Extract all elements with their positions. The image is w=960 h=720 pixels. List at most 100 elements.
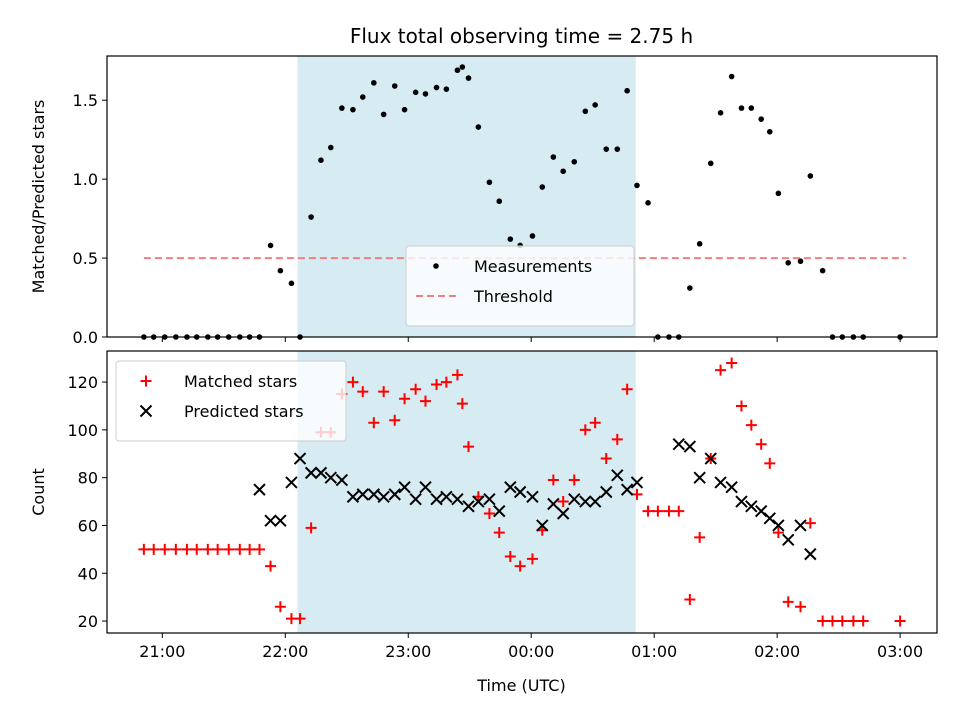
data-point: [181, 543, 193, 555]
y-tick-label: 120: [67, 373, 98, 392]
data-point: [755, 438, 767, 450]
data-point: [645, 200, 651, 206]
data-point: [409, 492, 422, 506]
ratio-panel-legend: Measurements Threshold: [405, 245, 635, 327]
data-point: [568, 492, 581, 506]
data-point: [547, 474, 559, 486]
data-point: [745, 419, 757, 431]
data-point: [557, 496, 569, 508]
data-point: [738, 105, 745, 111]
data-point: [556, 507, 570, 520]
data-point: [347, 376, 359, 388]
data-point: [401, 106, 408, 113]
data-point: [826, 615, 838, 627]
data-point: [696, 241, 703, 247]
data-point: [367, 488, 381, 501]
data-point: [430, 492, 443, 506]
data-point: [304, 466, 318, 480]
data-point: [514, 560, 526, 572]
data-point: [507, 236, 514, 242]
data-point: [465, 75, 472, 81]
data-point: [634, 182, 640, 189]
y-tick-label: 0.5: [73, 249, 98, 268]
x-tick-label: 23:00: [385, 642, 431, 661]
data-point: [766, 128, 773, 135]
count-panel-span: [297, 351, 636, 633]
data-point: [398, 481, 411, 494]
data-point: [614, 146, 621, 152]
data-point: [159, 543, 171, 555]
data-point: [707, 160, 714, 167]
legend-label: Threshold: [473, 287, 553, 306]
data-point: [592, 102, 598, 108]
legend-box: [405, 245, 635, 327]
data-point: [493, 527, 505, 539]
data-point: [857, 615, 869, 627]
data-point: [451, 369, 463, 381]
data-point: [782, 533, 795, 547]
data-point: [539, 184, 546, 190]
data-point: [253, 483, 266, 496]
data-point: [493, 504, 506, 518]
data-point: [483, 492, 496, 506]
data-point: [377, 490, 390, 503]
ratio-panel-frame: [106, 55, 938, 338]
y-tick-label: 40: [78, 564, 98, 583]
y-tick-label: 20: [78, 612, 98, 631]
count-panel-legend: Matched stars Predicted stars: [115, 360, 347, 442]
data-point: [728, 73, 735, 80]
data-point: [754, 504, 768, 518]
data-point: [560, 168, 566, 175]
data-point: [265, 560, 277, 572]
data-point: [836, 615, 848, 627]
ratio-panel-ylabel: Matched/Predicted stars: [29, 100, 48, 294]
data-point: [138, 543, 150, 555]
y-tick-label: 0.0: [73, 328, 98, 347]
data-point: [504, 551, 516, 563]
data-point: [536, 519, 549, 532]
data-point: [795, 601, 807, 613]
data-point: [894, 615, 906, 627]
x-tick-label: 03:00: [877, 642, 923, 661]
data-point: [600, 485, 613, 499]
data-point: [267, 242, 274, 249]
data-point: [704, 452, 717, 465]
data-point: [735, 495, 748, 508]
y-tick-label: 80: [78, 469, 98, 488]
data-point: [472, 495, 485, 508]
data-point: [735, 400, 747, 412]
data-point: [410, 383, 422, 395]
data-point: [714, 476, 727, 489]
count-panel-ylabel: Count: [29, 468, 48, 516]
data-point: [772, 527, 784, 539]
data-point: [782, 596, 794, 608]
data-point: [399, 393, 411, 405]
data-point: [763, 512, 776, 525]
data-point: [726, 357, 738, 369]
count-panel: 21:00 22:00 23:00 00:00 01:00 02:00 03:00 20 40 6…: [29, 350, 938, 661]
data-point: [624, 87, 630, 94]
data-point: [603, 146, 610, 152]
chart-title: Flux total observing time = 2.75 h: [350, 24, 693, 48]
y-tick-label: 60: [78, 516, 98, 535]
data-point: [819, 267, 826, 274]
data-point: [293, 452, 307, 465]
data-point: [579, 424, 591, 436]
data-point: [346, 490, 360, 503]
data-point: [847, 615, 859, 627]
data-point: [683, 440, 697, 453]
data-point: [797, 258, 804, 265]
data-point: [717, 110, 724, 116]
legend-label: Measurements: [474, 257, 592, 276]
data-point: [274, 601, 286, 613]
data-point: [526, 490, 539, 503]
data-point: [368, 417, 380, 429]
data-point: [611, 469, 624, 482]
data-point: [807, 173, 814, 179]
data-point: [451, 492, 464, 506]
data-point: [630, 476, 644, 489]
data-point: [568, 474, 580, 486]
data-point: [456, 398, 468, 410]
data-point: [253, 543, 265, 555]
data-point: [202, 543, 214, 555]
